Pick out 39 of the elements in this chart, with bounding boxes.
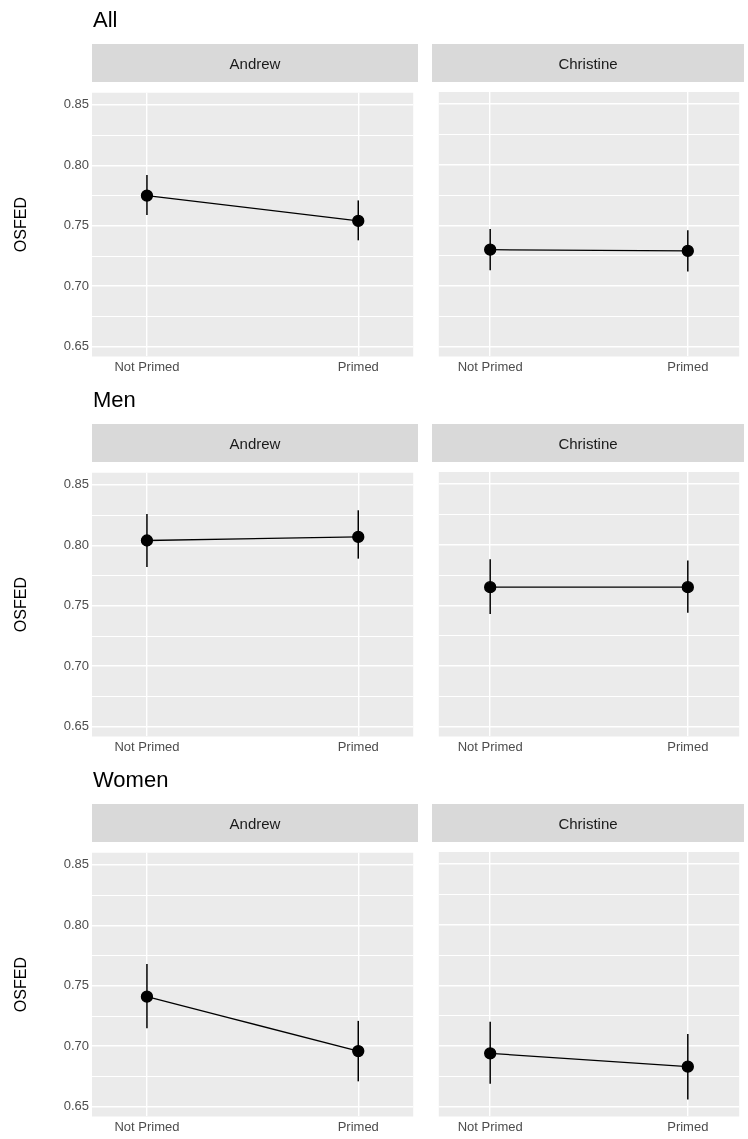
chart-subtitle: Andrew — [92, 424, 418, 462]
y-tick-label: 0.80 — [63, 536, 89, 552]
x-tick-label: Primed — [337, 1118, 379, 1134]
x-tick-label: Not Primed — [114, 738, 180, 754]
y-tick-label: 0.85 — [63, 96, 89, 112]
chart-title: Women — [92, 766, 170, 794]
chart-title: Men — [92, 386, 137, 414]
x-tick-label: Primed — [337, 738, 379, 754]
y-tick-label: 0.65 — [63, 338, 89, 354]
x-tick-label: Primed — [667, 358, 709, 374]
x-tick-label: Not Primed — [457, 1118, 523, 1134]
x-tick-label: Not Primed — [457, 738, 523, 754]
chart-title: All — [92, 6, 119, 34]
chart-subtitle: Christine — [432, 44, 744, 82]
y-tick-label: 0.85 — [63, 856, 89, 872]
y-axis-title: OSFED — [12, 957, 30, 1013]
y-tick-label: 0.70 — [63, 1037, 89, 1053]
y-tick-label: 0.75 — [63, 597, 89, 613]
y-axis-title: OSFED — [12, 577, 30, 633]
y-tick-label: 0.80 — [63, 156, 89, 172]
y-tick-label: 0.70 — [63, 277, 89, 293]
y-tick-label: 0.75 — [63, 977, 89, 993]
x-tick-label: Not Primed — [114, 358, 180, 374]
y-tick-label: 0.65 — [63, 718, 89, 734]
y-tick-label: 0.65 — [63, 1098, 89, 1114]
x-tick-label: Primed — [337, 358, 379, 374]
chart-subtitle: Andrew — [92, 44, 418, 82]
chart-subtitle: Christine — [432, 424, 744, 462]
x-tick-label: Not Primed — [114, 1118, 180, 1134]
x-tick-label: Not Primed — [457, 358, 523, 374]
chart-subtitle: Andrew — [92, 804, 418, 842]
y-tick-label: 0.70 — [63, 657, 89, 673]
y-axis-title: OSFED — [12, 197, 30, 253]
x-tick-label: Primed — [667, 738, 709, 754]
y-tick-label: 0.75 — [63, 217, 89, 233]
y-tick-label: 0.80 — [63, 916, 89, 932]
y-tick-label: 0.85 — [63, 476, 89, 492]
chart-subtitle: Christine — [432, 804, 744, 842]
x-tick-label: Primed — [667, 1118, 709, 1134]
